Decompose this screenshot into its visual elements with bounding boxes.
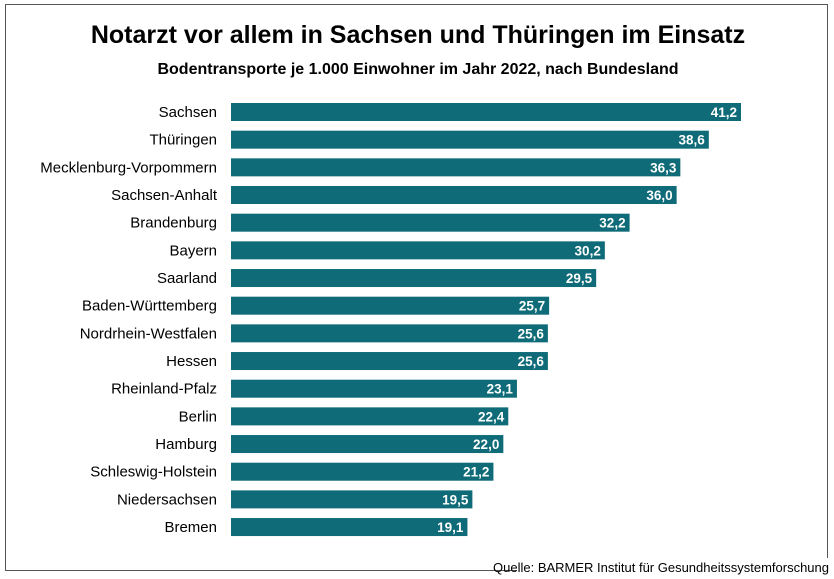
- category-label: Brandenburg: [130, 215, 217, 232]
- data-label: 22,0: [473, 437, 499, 452]
- bar: [231, 296, 550, 315]
- chart-title: Notarzt vor allem in Sachsen und Thüring…: [91, 21, 745, 49]
- bar: [231, 103, 741, 121]
- bar: [231, 462, 494, 481]
- bar: [231, 213, 630, 232]
- data-label: 41,2: [711, 105, 737, 120]
- data-label: 25,6: [518, 326, 545, 341]
- data-label: 36,3: [650, 160, 677, 175]
- category-label: Saarland: [157, 270, 217, 287]
- category-label: Sachsen-Anhalt: [111, 187, 218, 204]
- bar: [231, 490, 473, 509]
- data-label: 29,5: [566, 271, 593, 286]
- category-label: Sachsen: [159, 104, 217, 121]
- bar: [231, 435, 504, 454]
- category-label: Mecklenburg-Vorpommern: [40, 159, 217, 176]
- data-label: 38,6: [679, 133, 706, 148]
- data-label: 32,2: [599, 216, 625, 231]
- data-label: 21,2: [463, 465, 489, 480]
- bar: [231, 130, 709, 149]
- data-label: 19,5: [442, 492, 469, 507]
- bar: [231, 241, 605, 260]
- category-label: Hamburg: [155, 436, 217, 453]
- data-label: 23,1: [487, 382, 514, 397]
- bar: [231, 269, 597, 288]
- category-label: Hessen: [166, 353, 217, 370]
- category-label: Nordrhein-Westfalen: [80, 325, 217, 342]
- chart-frame: [5, 4, 828, 571]
- category-label: Niedersachsen: [117, 491, 217, 508]
- bar: [231, 352, 548, 371]
- category-label: Baden-Württemberg: [82, 298, 217, 315]
- bar: [231, 407, 509, 426]
- data-label: 36,0: [646, 188, 672, 203]
- data-label: 25,7: [519, 299, 545, 314]
- bar: [231, 518, 468, 537]
- category-label: Thüringen: [149, 132, 217, 149]
- bar: [231, 158, 681, 177]
- bar: [231, 379, 517, 398]
- source-backdrop: [517, 558, 833, 578]
- category-label: Rheinland-Pfalz: [111, 381, 217, 398]
- bar: [231, 324, 548, 343]
- category-label: Bremen: [164, 519, 217, 536]
- source-note: Quelle: BARMER Institut für Gesundheitss…: [493, 560, 829, 575]
- data-label: 25,6: [518, 354, 545, 369]
- data-label: 30,2: [575, 243, 601, 258]
- category-label: Schleswig-Holstein: [90, 464, 217, 481]
- category-label: Bayern: [169, 242, 217, 259]
- data-label: 22,4: [478, 409, 505, 424]
- data-label: 19,1: [437, 520, 464, 535]
- chart-subtitle: Bodentransporte je 1.000 Einwohner im Ja…: [157, 61, 678, 78]
- category-label: Berlin: [179, 408, 217, 425]
- bar: [231, 186, 677, 205]
